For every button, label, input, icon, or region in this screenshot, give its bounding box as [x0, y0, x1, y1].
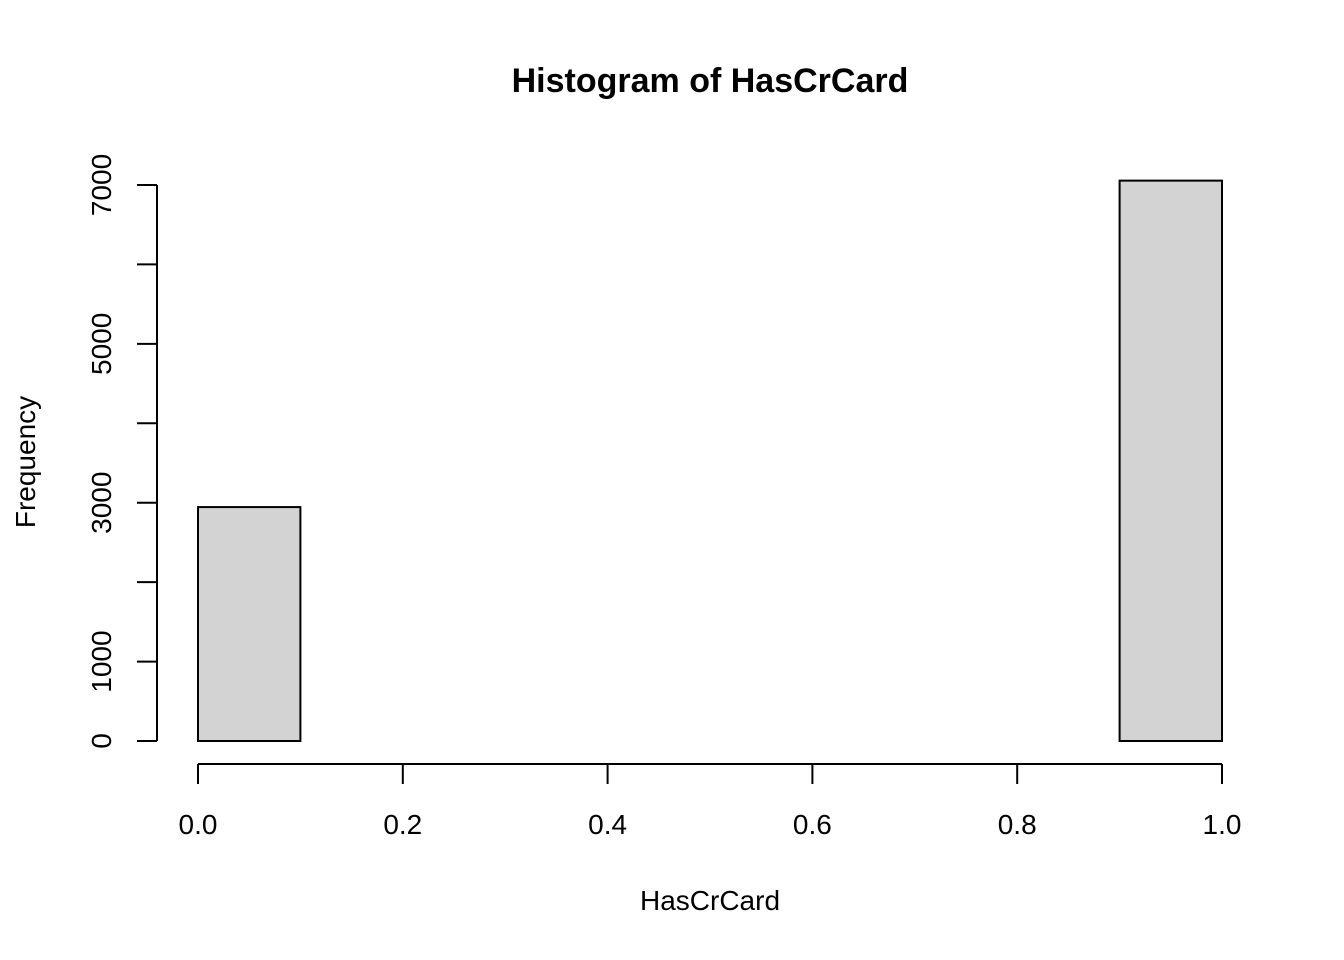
x-tick-label: 0.2 — [383, 809, 422, 840]
histogram-bar-0 — [197, 506, 302, 742]
y-tick-label: 3000 — [86, 472, 117, 534]
y-axis-label: Frequency — [10, 396, 41, 528]
x-axis-label: HasCrCard — [640, 885, 780, 916]
x-tick-label: 1.0 — [1203, 809, 1242, 840]
x-tick-label: 0.0 — [179, 809, 218, 840]
y-tick-label: 7000 — [86, 154, 117, 216]
chart-title: Histogram of HasCrCard — [512, 62, 909, 100]
x-tick-label: 0.8 — [998, 809, 1037, 840]
y-axis: 0 1000 3000 5000 7000 — [86, 154, 158, 749]
x-axis: 0.0 0.2 0.4 0.6 0.8 1.0 — [179, 763, 1242, 840]
bars-group — [197, 179, 1223, 743]
y-tick-label: 0 — [86, 733, 117, 749]
x-tick-label: 0.6 — [793, 809, 832, 840]
y-tick-label: 5000 — [86, 313, 117, 375]
x-tick-label: 0.4 — [588, 809, 627, 840]
histogram-bar-9 — [1118, 179, 1223, 743]
y-tick-label: 1000 — [86, 630, 117, 692]
